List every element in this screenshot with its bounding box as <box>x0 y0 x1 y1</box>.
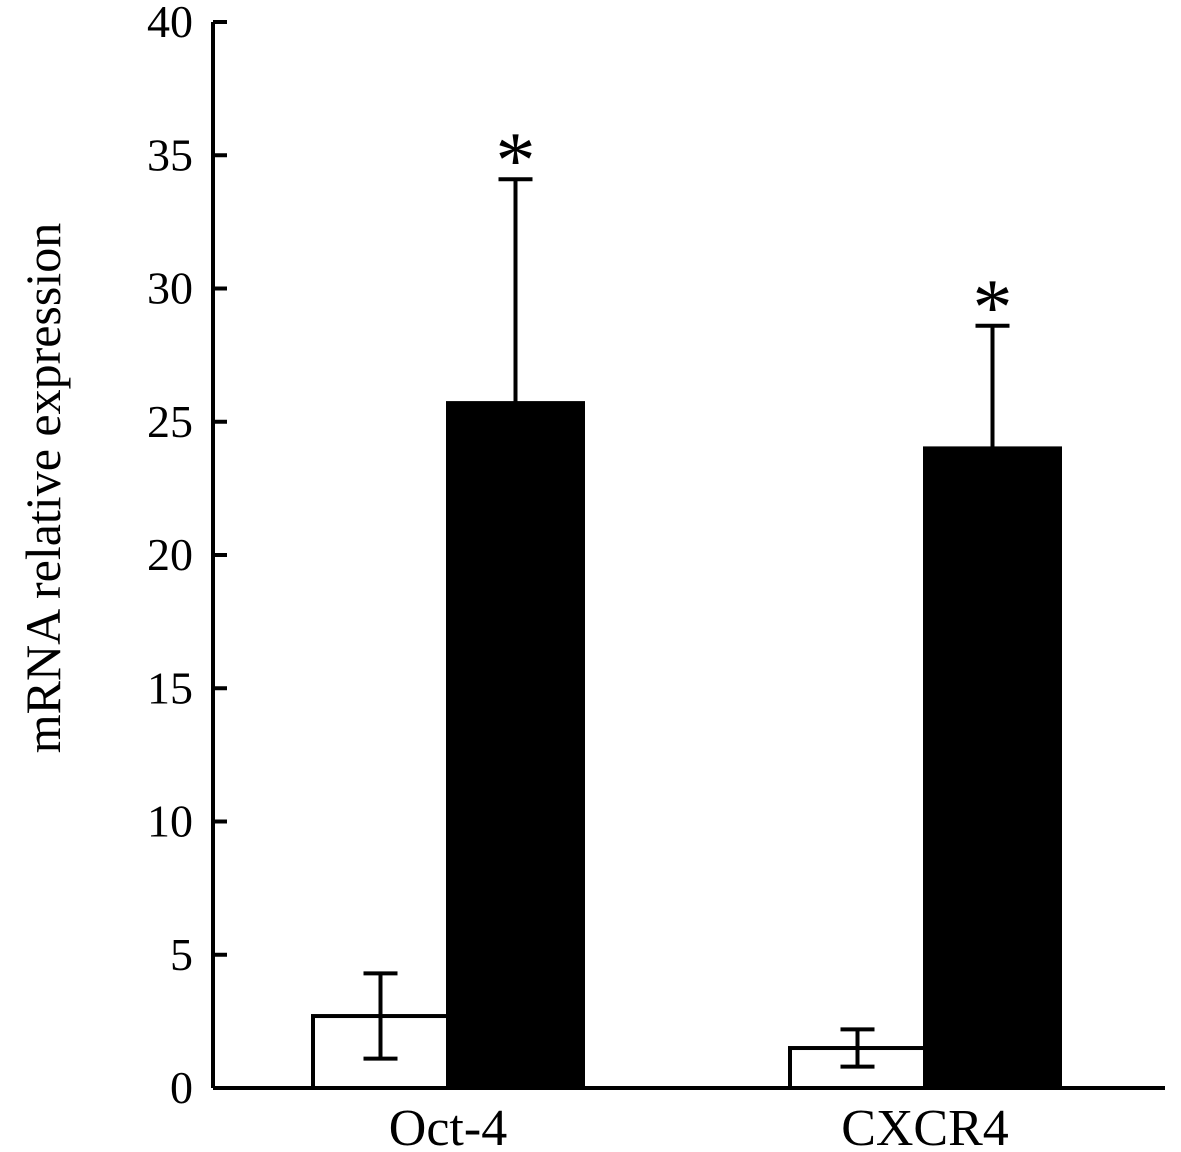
y-tick-label: 5 <box>170 929 193 980</box>
category-label: Oct-4 <box>389 1100 507 1152</box>
error-bar-layer <box>363 177 1010 1069</box>
category-labels: Oct-4 CXCR4 <box>389 1100 1009 1152</box>
y-ticks: 0 5 10 15 20 25 30 35 40 <box>147 0 227 1113</box>
y-tick-label: 25 <box>147 396 193 447</box>
y-tick-label: 15 <box>147 662 193 713</box>
y-tick-label: 35 <box>147 129 193 180</box>
bar-0-1 <box>446 401 585 1091</box>
significance-marker: * <box>496 117 536 205</box>
y-tick-label: 30 <box>147 263 193 314</box>
annotations: ** <box>496 117 1013 352</box>
y-tick-label: 20 <box>147 529 193 580</box>
y-tick-label: 10 <box>147 796 193 847</box>
category-label: CXCR4 <box>841 1100 1009 1152</box>
y-tick-label: 40 <box>147 0 193 47</box>
y-axis-title: mRNA relative expression <box>15 223 71 753</box>
significance-marker: * <box>973 264 1013 352</box>
y-tick-label: 0 <box>170 1062 193 1113</box>
bar-1-1 <box>923 446 1062 1090</box>
bar-layer <box>311 401 1062 1091</box>
